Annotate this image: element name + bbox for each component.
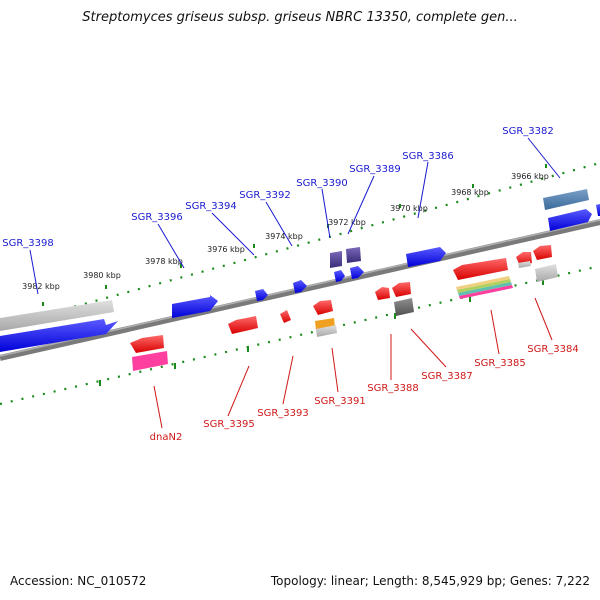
forward-genes	[0, 189, 600, 352]
gene-arrow-reverse[interactable]	[533, 245, 552, 260]
scale-label: 3968 kbp	[451, 188, 489, 197]
gene-block-purple[interactable]	[330, 251, 342, 268]
gene-arrow-reverse[interactable]	[375, 287, 390, 300]
gene-label-bottom[interactable]: dnaN2	[150, 432, 183, 443]
gene-arrow-forward[interactable]	[293, 280, 307, 293]
reverse-genes	[130, 245, 558, 371]
gene-label-bottom[interactable]: SGR_3385	[474, 358, 526, 369]
gene-bar-steel[interactable]	[543, 189, 589, 210]
genome-stats-text: Topology: linear; Length: 8,545,929 bp; …	[270, 574, 590, 588]
gene-label-bottom[interactable]: SGR_3388	[367, 383, 419, 394]
gene-bar-gray[interactable]	[316, 325, 337, 337]
gene-label-top[interactable]: SGR_3394	[185, 201, 237, 212]
gene-arrow-forward[interactable]	[255, 289, 268, 301]
gene-bar-gray[interactable]	[518, 261, 531, 268]
scale-label: 3970 kbp	[390, 204, 428, 213]
gene-arrow-forward[interactable]	[596, 204, 600, 216]
gene-label-top[interactable]: SGR_3386	[402, 151, 454, 162]
gene-block-purple[interactable]	[346, 247, 361, 263]
gene-label-bottom[interactable]: SGR_3384	[527, 344, 579, 355]
gene-label-bottom[interactable]: SGR_3391	[314, 396, 366, 407]
gene-arrow-forward[interactable]	[172, 295, 218, 318]
gene-arrow-forward[interactable]	[334, 270, 345, 282]
gene-label-top[interactable]: SGR_3382	[502, 126, 554, 137]
gene-arrow-forward[interactable]	[548, 209, 592, 231]
scale-label: 3966 kbp	[511, 172, 549, 181]
scale-label: 3978 kbp	[145, 257, 183, 266]
gene-arrow-reverse[interactable]	[313, 300, 333, 315]
gene-arrow-reverse[interactable]	[453, 258, 508, 280]
accession-text: Accession: NC_010572	[10, 574, 147, 588]
scale-label: 3976 kbp	[207, 245, 245, 254]
gene-bar-pink[interactable]	[132, 351, 168, 371]
gene-arrow-reverse[interactable]	[228, 316, 258, 334]
scale-label: 3974 kbp	[265, 232, 303, 241]
gene-arrow-reverse[interactable]	[280, 310, 291, 323]
gene-arrow-forward[interactable]	[350, 266, 364, 279]
gene-bar-dark[interactable]	[394, 298, 414, 316]
genome-title: Streptomyces griseus subsp. griseus NBRC…	[82, 10, 518, 25]
bottom-gene-labels: dnaN2 SGR_3395 SGR_3393 SGR_3391 SGR_338…	[150, 297, 579, 443]
gene-label-top[interactable]: SGR_3392	[239, 190, 291, 201]
gene-arrow-reverse[interactable]	[130, 335, 164, 353]
gene-label-top[interactable]: SGR_3389	[349, 164, 401, 175]
gene-label-top[interactable]: SGR_3396	[131, 212, 183, 223]
scale-label: 3972 kbp	[328, 218, 366, 227]
gene-bar-gray[interactable]	[535, 264, 558, 282]
gene-arrow-forward[interactable]	[406, 247, 446, 267]
scale-label: 3982 kbp	[22, 282, 60, 291]
scale-label: 3980 kbp	[83, 271, 121, 280]
gene-arrow-reverse[interactable]	[392, 282, 411, 297]
gene-label-top[interactable]: SGR_3390	[296, 178, 348, 189]
gene-arrow-forward[interactable]	[0, 319, 118, 352]
gene-bar-gray[interactable]	[0, 300, 114, 331]
gene-label-top[interactable]: SGR_3398	[2, 238, 54, 249]
top-gene-labels: SGR_3398 SGR_3396 SGR_3394 SGR_3392 SGR_…	[2, 126, 561, 295]
gene-label-bottom[interactable]: SGR_3387	[421, 371, 473, 382]
gene-label-bottom[interactable]: SGR_3395	[203, 419, 255, 430]
gene-label-bottom[interactable]: SGR_3393	[257, 408, 309, 419]
scale-ruler: 3982 kbp 3980 kbp 3978 kbp 3976 kbp 3974…	[0, 161, 600, 329]
gene-multicolor-stack[interactable]	[456, 276, 513, 299]
